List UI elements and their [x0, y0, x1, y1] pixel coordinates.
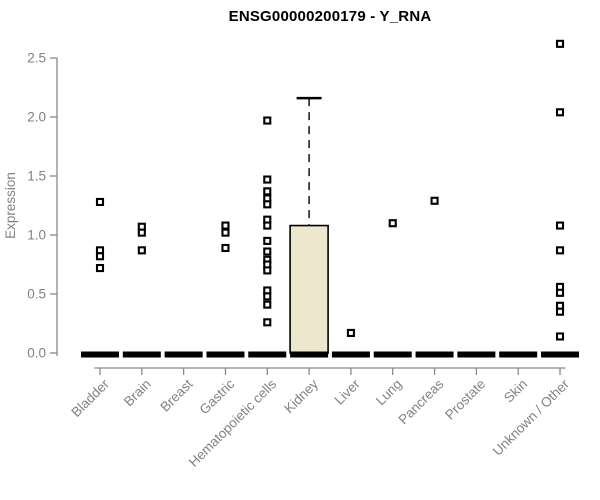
data-point — [555, 246, 565, 255]
data-point — [221, 243, 230, 253]
data-point — [221, 221, 230, 230]
x-tick-label: Breast — [157, 376, 195, 414]
data-point — [555, 332, 565, 341]
median-bar — [248, 351, 287, 358]
data-point — [388, 219, 397, 228]
data-point — [263, 318, 272, 327]
median-bar — [457, 351, 496, 358]
median-bar — [415, 351, 454, 358]
x-tick-label: Pancreas — [396, 376, 447, 427]
data-point — [263, 187, 272, 196]
y-tick-label: 1.5 — [27, 169, 46, 184]
data-point — [555, 221, 565, 230]
data-point — [263, 292, 272, 301]
data-point — [263, 221, 272, 230]
x-tick-label: Skin — [501, 376, 530, 405]
median-bar — [541, 351, 580, 358]
data-point — [263, 300, 272, 309]
y-tick-label: 0.0 — [27, 346, 46, 361]
data-point — [263, 116, 272, 125]
box-kidney — [289, 224, 329, 354]
data-point — [346, 328, 355, 337]
median-bar — [122, 351, 161, 358]
data-point — [263, 236, 272, 245]
data-point — [555, 39, 565, 48]
median-bar — [206, 351, 245, 358]
median-bar — [164, 351, 203, 358]
data-point — [555, 307, 565, 316]
x-tick-label: Prostate — [442, 376, 488, 422]
median-bar — [373, 351, 412, 358]
median-bar — [81, 351, 119, 358]
median-bar — [331, 351, 370, 358]
data-point — [555, 108, 565, 117]
y-tick-label: 0.5 — [27, 287, 46, 302]
data-point — [95, 263, 105, 273]
x-tick-label: Brain — [121, 376, 154, 409]
data-point — [263, 266, 272, 275]
data-point — [430, 196, 439, 205]
data-point — [137, 246, 146, 255]
y-tick-label: 1.0 — [27, 228, 46, 243]
y-tick-label: 2.5 — [27, 51, 46, 66]
x-tick-label: Liver — [332, 376, 364, 408]
data-point — [95, 197, 105, 207]
data-point — [555, 288, 565, 297]
x-tick-label: Lung — [373, 376, 405, 408]
chart-title: ENSG00000200179 - Y_RNA — [228, 8, 432, 25]
y-axis-title: Expression — [3, 172, 18, 239]
data-point — [263, 200, 272, 209]
data-point — [137, 228, 146, 237]
x-tick-label: Gastric — [197, 376, 238, 417]
x-tick-label: Bladder — [68, 376, 112, 420]
median-bar — [290, 351, 329, 358]
x-tick-label: Unknown / Other — [490, 376, 573, 459]
data-point — [221, 228, 230, 237]
y-tick-label: 2.0 — [27, 110, 46, 125]
x-tick-label: Kidney — [281, 376, 321, 416]
data-point — [95, 252, 105, 261]
data-point — [263, 175, 272, 184]
data-point — [263, 247, 272, 256]
median-bar — [499, 351, 538, 358]
